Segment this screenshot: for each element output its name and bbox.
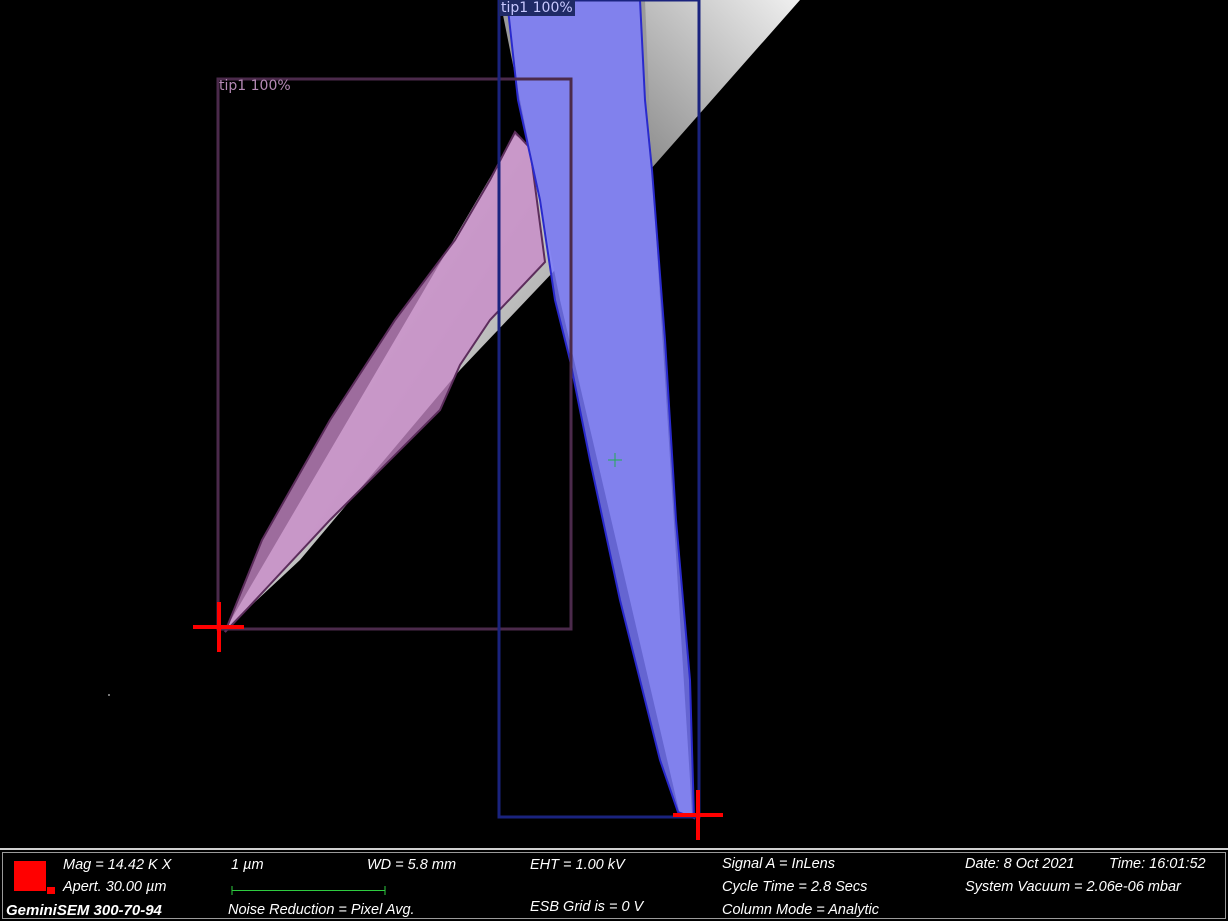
- instrument-model: GeminiSEM 300-70-94: [6, 902, 162, 919]
- noise-reduction: Noise Reduction = Pixel Avg.: [228, 902, 415, 918]
- scale-label: 1 µm: [231, 857, 264, 873]
- eht-voltage: EHT = 1.00 kV: [530, 857, 625, 873]
- tip-marker-right: [673, 790, 723, 840]
- dust-speck: [108, 694, 110, 696]
- scale-bar: [231, 886, 386, 895]
- gray-body-upper: [640, 0, 800, 170]
- zeiss-logo-dot-icon: [47, 887, 55, 894]
- tip-mask-pink: [224, 130, 547, 633]
- column-mode: Column Mode = Analytic: [722, 902, 880, 918]
- signal: Signal A = InLens: [722, 856, 835, 872]
- aperture: Apert. 30.00 µm: [63, 879, 167, 895]
- cycle-time: Cycle Time = 2.8 Secs: [722, 879, 868, 895]
- acquisition-time: Time: 16:01:52: [1109, 856, 1206, 872]
- bbox-label-right: tip1 100%: [499, 0, 575, 16]
- bbox-label-left: tip1 100%: [219, 78, 291, 94]
- esb-grid: ESB Grid is = 0 V: [530, 899, 644, 915]
- acquisition-date: Date: 8 Oct 2021: [965, 856, 1075, 872]
- sem-image-viewport: tip1 100% tip1 100%: [108, 0, 800, 840]
- system-vacuum: System Vacuum = 2.06e-06 mbar: [965, 879, 1181, 895]
- bbox-tip-right: [497, 0, 701, 819]
- zeiss-logo-icon: [14, 861, 46, 891]
- magnification: Mag = 14.42 K X: [63, 857, 172, 873]
- bbox-tip-left: [216, 77, 573, 631]
- tip-marker-left: [193, 602, 244, 652]
- tip-mask-blue: [505, 0, 696, 820]
- working-distance: WD = 5.8 mm: [367, 857, 457, 873]
- sem-info-bar: Mag = 14.42 K X Apert. 30.00 µm GeminiSE…: [0, 848, 1228, 921]
- center-crosshair: [608, 453, 622, 467]
- info-bar-frame: Mag = 14.42 K X Apert. 30.00 µm GeminiSE…: [2, 852, 1226, 919]
- sem-image: [108, 0, 800, 840]
